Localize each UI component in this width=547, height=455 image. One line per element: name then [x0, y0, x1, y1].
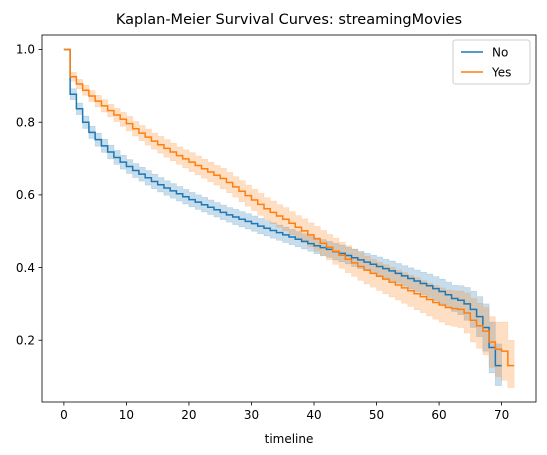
x-axis-ticks: 0 10 20 30 40 50 60 70 — [60, 402, 509, 422]
x-tick-label: 30 — [244, 408, 259, 422]
x-axis-label: timeline — [265, 432, 314, 446]
legend: No Yes — [452, 39, 531, 85]
x-tick-label: 20 — [181, 408, 196, 422]
x-tick-label: 0 — [60, 408, 68, 422]
y-tick-label: 0.4 — [16, 261, 35, 275]
survival-lines — [63, 48, 515, 367]
y-axis-ticks: 0.2 0.4 0.6 0.8 1.0 — [16, 43, 42, 347]
x-tick-label: 10 — [119, 408, 134, 422]
x-tick-label: 60 — [431, 408, 446, 422]
confidence-band-no — [63, 49, 502, 386]
legend-label-yes: Yes — [491, 65, 511, 79]
chart-title: Kaplan-Meier Survival Curves: streamingM… — [116, 12, 462, 28]
y-tick-label: 0.8 — [16, 115, 35, 129]
y-tick-label: 1.0 — [16, 43, 35, 57]
y-tick-label: 0.2 — [16, 333, 35, 347]
legend-box — [452, 39, 531, 85]
survival-line-yes — [63, 48, 515, 367]
survival-line-no — [63, 48, 502, 367]
x-tick-label: 50 — [369, 408, 384, 422]
plot-frame — [41, 34, 537, 403]
legend-label-no: No — [492, 45, 508, 59]
x-tick-label: 70 — [494, 408, 509, 422]
y-tick-label: 0.6 — [16, 188, 35, 202]
x-tick-label: 40 — [306, 408, 321, 422]
